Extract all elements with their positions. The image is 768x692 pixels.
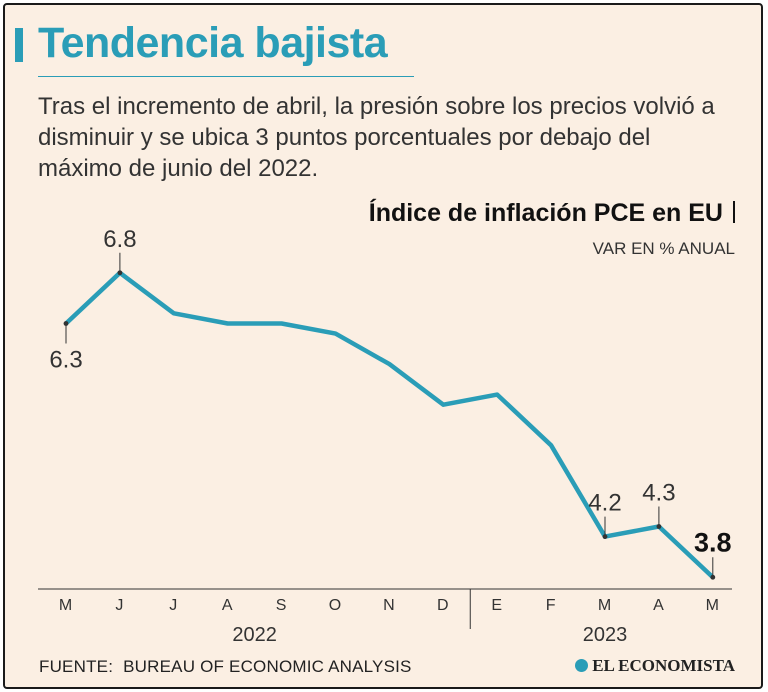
label-anchor-dot [63, 321, 69, 326]
title-divider [38, 76, 414, 77]
x-tick-label: J [115, 597, 124, 614]
label-anchor-dot [656, 524, 662, 529]
x-tick-label: S [276, 597, 288, 614]
x-tick-label: N [383, 597, 396, 614]
logo-text: EL ECONOMISTA [592, 656, 735, 675]
source-label: FUENTE: [39, 657, 114, 676]
chart-unit-label: VAR EN % ANUAL [592, 239, 735, 258]
x-tick-label: M [598, 597, 612, 614]
x-tick-label: E [491, 597, 503, 614]
source-value: BUREAU OF ECONOMIC ANALYSIS [123, 657, 412, 676]
source-note: FUENTE: BUREAU OF ECONOMIC ANALYSIS [39, 657, 412, 677]
page-subtitle: Tras el incremento de abril, la presión … [38, 93, 715, 182]
page-title: Tendencia bajista [38, 19, 388, 67]
infographic-card: Tendencia bajista Tras el incremento de … [3, 3, 763, 689]
data-label: 3.8 [694, 527, 732, 557]
x-tick-label: J [169, 597, 178, 614]
chart-title: Índice de inflación PCE en EU [368, 199, 723, 227]
x-tick-label: F [546, 597, 557, 614]
year-label: 2022 [232, 624, 277, 646]
x-tick-label: D [437, 597, 450, 614]
brand-logo: EL ECONOMISTA [575, 656, 735, 676]
year-label: 2023 [583, 624, 628, 646]
chart-title-block: Índice de inflación PCE en EU [369, 199, 735, 228]
data-label: 6.3 [49, 347, 82, 374]
chart-title-marker [733, 201, 735, 223]
data-label: 6.8 [103, 226, 136, 253]
x-tick-label: A [653, 597, 665, 614]
x-tick-label: A [222, 597, 234, 614]
x-tick-label: M [706, 597, 720, 614]
logo-icon [575, 659, 589, 672]
x-tick-label: M [59, 597, 73, 614]
data-label: 4.3 [642, 480, 675, 507]
x-tick-label: O [329, 597, 342, 614]
data-label: 4.2 [588, 490, 621, 517]
label-anchor-dot [602, 534, 608, 540]
series-line-pce [63, 270, 716, 580]
label-anchor-dot [710, 574, 716, 580]
title-accent-bar [15, 28, 23, 62]
label-anchor-dot [117, 270, 123, 276]
